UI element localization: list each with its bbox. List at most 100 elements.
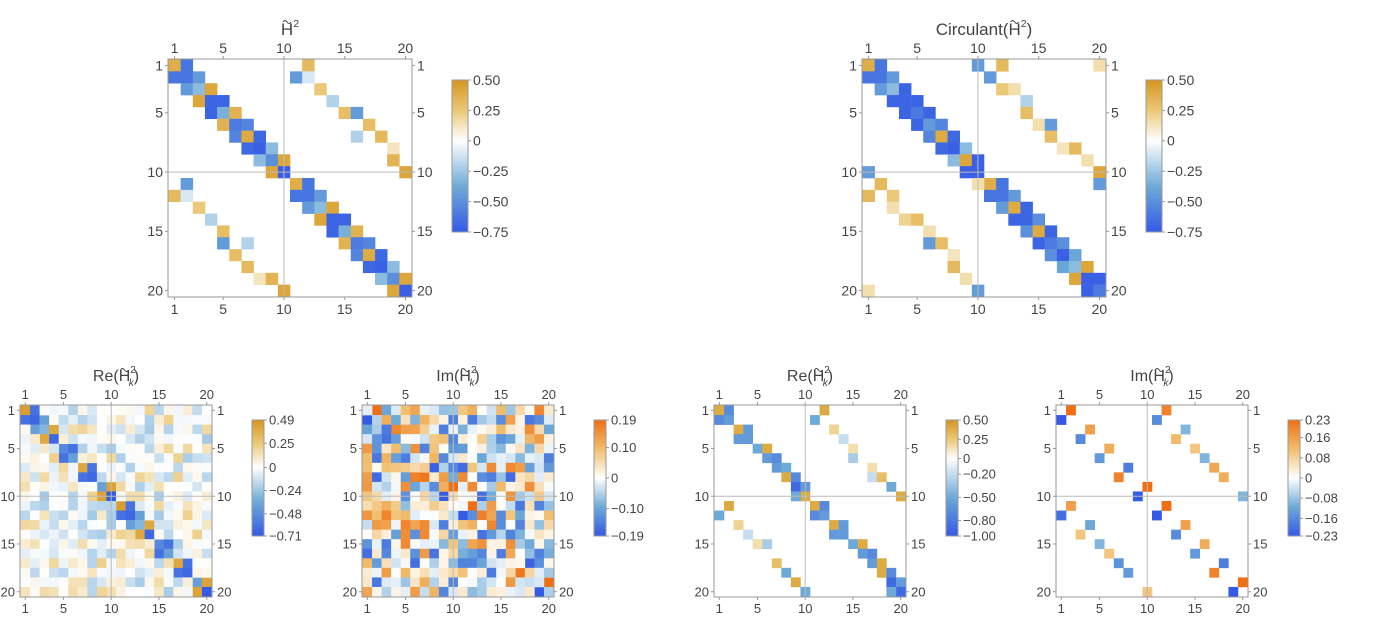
matrix-cell xyxy=(381,462,392,473)
colorbar-segment xyxy=(1146,161,1162,165)
tick-label-right: 1 xyxy=(217,403,224,418)
title-prefix: Re( xyxy=(787,368,813,385)
colorbar-segment xyxy=(252,433,264,436)
matrix-cell xyxy=(534,529,545,540)
colorbar-segment xyxy=(252,508,264,512)
matrix-cell xyxy=(154,472,165,483)
matrix-cell xyxy=(496,462,507,473)
tick-label-bottom: 5 xyxy=(60,601,67,616)
matrix-cell xyxy=(438,501,449,511)
matrix-cell xyxy=(486,577,497,588)
matrix-cell xyxy=(898,83,912,96)
matrix-cell xyxy=(265,142,279,155)
matrix-cell xyxy=(182,472,193,483)
matrix-cell xyxy=(534,453,545,464)
matrix-cell xyxy=(201,520,212,530)
matrix-cell xyxy=(1209,462,1220,473)
matrix-cell xyxy=(458,548,468,559)
matrix-cell xyxy=(372,424,382,435)
matrix-cell xyxy=(467,567,478,578)
colorbar-segment xyxy=(1146,85,1162,89)
matrix-cell xyxy=(30,462,40,473)
matrix-cell xyxy=(543,462,554,473)
matrix-cell xyxy=(30,539,40,550)
colorbar-segment xyxy=(946,532,958,535)
matrix-cell xyxy=(192,462,203,473)
tick-label-bottom: 10 xyxy=(970,301,986,317)
matrix-cell xyxy=(781,567,792,578)
tick-label-right: 15 xyxy=(417,223,433,239)
matrix-cell xyxy=(1104,443,1115,454)
matrix-cell xyxy=(515,529,526,540)
matrix-cell xyxy=(391,453,401,464)
matrix-cell xyxy=(314,213,327,226)
colorbar-segment xyxy=(452,221,468,225)
matrix-cell xyxy=(77,520,88,530)
tick-label-right: 15 xyxy=(217,537,231,552)
matrix-cell xyxy=(524,586,535,597)
matrix-cell xyxy=(743,424,753,435)
colorbar-segment xyxy=(946,449,958,452)
matrix-cell xyxy=(714,510,725,521)
matrix-cell xyxy=(438,453,449,464)
matrix-cell xyxy=(524,462,535,473)
colorbar-segment xyxy=(1146,143,1162,147)
colorbar-segment xyxy=(452,82,468,86)
tick-label-left: 1 xyxy=(1044,403,1051,418)
matrix-cell xyxy=(419,548,430,559)
matrix-cell xyxy=(372,510,382,521)
matrix-cell xyxy=(438,510,449,521)
matrix-cell xyxy=(96,405,107,416)
matrix-cell xyxy=(182,453,193,464)
matrix-cell xyxy=(229,130,242,143)
tick-label-right: 5 xyxy=(1253,441,1260,456)
matrix-cell xyxy=(30,586,40,597)
matrix-cell xyxy=(543,434,554,444)
colorbar-segment xyxy=(252,507,264,510)
matrix-cell xyxy=(39,424,50,435)
matrix-cell xyxy=(410,405,421,416)
matrix-cell xyxy=(724,501,734,511)
tick-label-right: 1 xyxy=(1253,403,1260,418)
matrix-cell xyxy=(125,481,136,492)
matrix-cell xyxy=(30,501,40,511)
tick-label-bottom: 20 xyxy=(1235,601,1249,616)
matrix-cell xyxy=(1069,142,1082,155)
colorbar-segment xyxy=(252,429,264,433)
matrix-cell xyxy=(30,443,40,454)
matrix-cell xyxy=(477,424,487,435)
matrix-cell xyxy=(241,237,254,250)
tick-label-left: 5 xyxy=(702,441,709,456)
matrix-cell xyxy=(290,189,303,202)
tick-label-bottom: 1 xyxy=(364,601,371,616)
matrix-cell xyxy=(400,586,411,597)
matrix-cell xyxy=(192,567,203,578)
colorbar-segment xyxy=(1146,80,1162,84)
matrix-cell xyxy=(77,548,88,559)
matrix-cell xyxy=(68,558,79,569)
colorbar-segment xyxy=(1146,219,1162,223)
matrix-cell xyxy=(810,415,820,425)
matrix-cell xyxy=(77,453,88,464)
colorbar-segment xyxy=(594,491,606,494)
colorbar: 0.490.250−0.24−0.48−0.71 xyxy=(251,413,302,544)
colorbar-segment xyxy=(1146,112,1162,116)
matrix-cell xyxy=(381,481,392,492)
colorbar-segment xyxy=(452,123,468,127)
colorbar-segment xyxy=(1288,447,1300,450)
colorbar-segment xyxy=(1146,216,1162,220)
matrix-cell xyxy=(543,443,554,454)
colorbar-segment xyxy=(594,447,606,450)
matrix-cell xyxy=(154,548,165,559)
colorbar-segment xyxy=(252,483,264,487)
colorbar-segment xyxy=(252,518,264,522)
tilde-accent-icon xyxy=(1154,368,1164,372)
matrix-cell xyxy=(477,501,487,511)
matrix-cell xyxy=(387,142,400,155)
matrix-cell xyxy=(467,415,478,425)
matrix-cell xyxy=(116,415,126,425)
colorbar-segment xyxy=(1288,495,1300,498)
matrix-cell xyxy=(87,548,98,559)
matrix-cell xyxy=(400,501,411,511)
